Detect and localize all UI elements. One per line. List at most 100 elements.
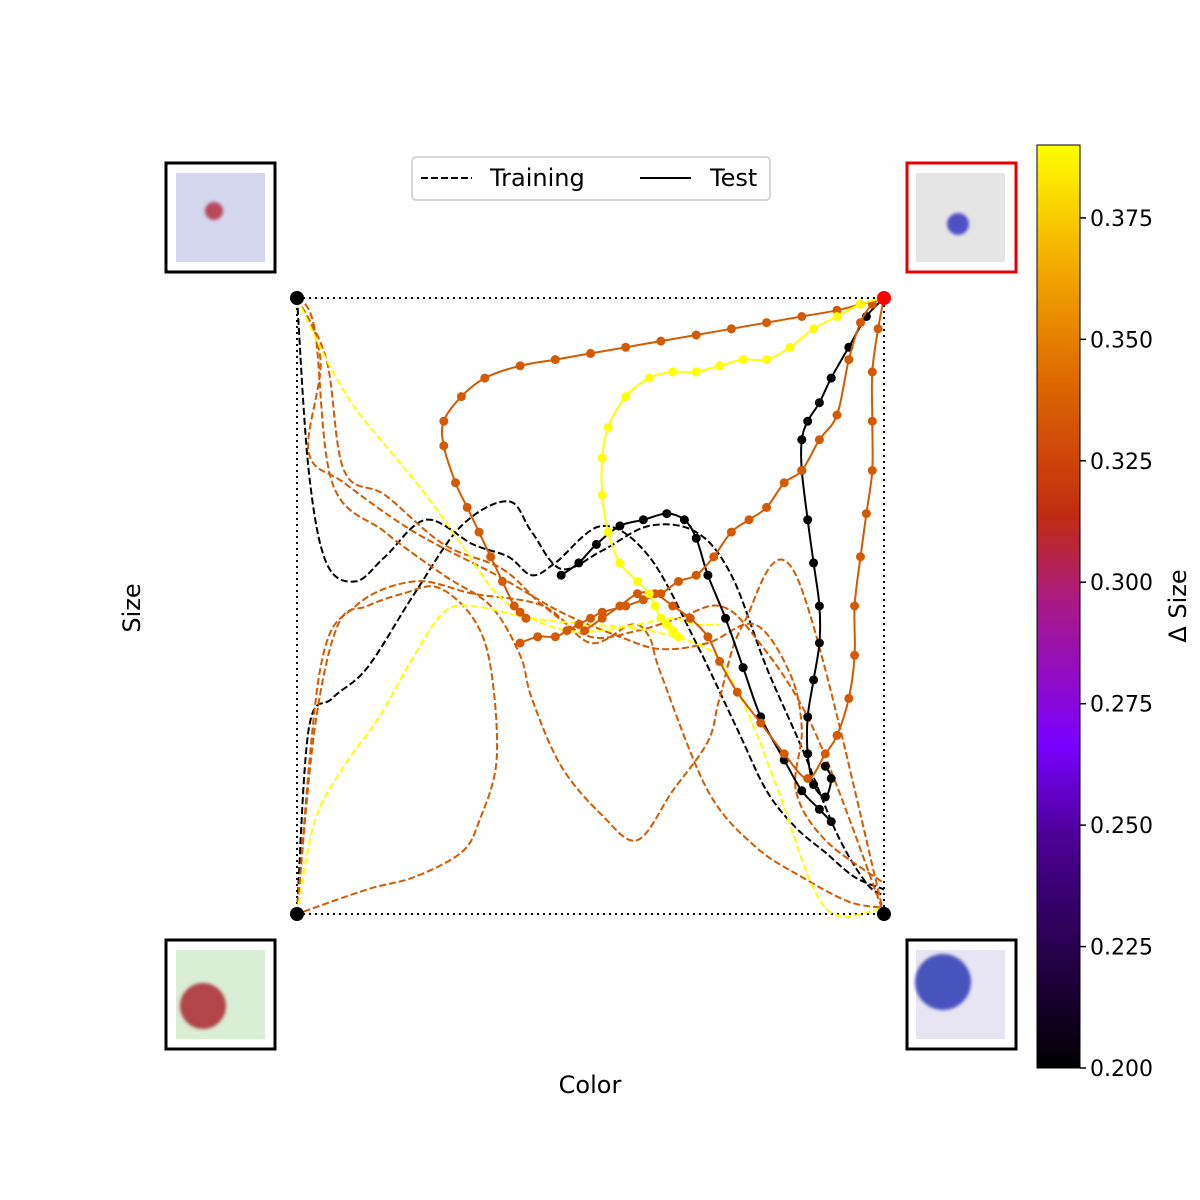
test-point-11-4 — [762, 318, 772, 328]
training-trajectory-6 — [296, 580, 885, 915]
test-point-12-19 — [574, 620, 584, 629]
test-point-13-16 — [715, 656, 725, 666]
test-point-9-11 — [814, 638, 824, 648]
test-point-9-5 — [803, 416, 813, 426]
colorbar-tick-label-6: 0.350 — [1090, 328, 1153, 353]
test-point-11-3 — [797, 312, 807, 321]
test-point-14-9 — [668, 367, 678, 377]
test-point-9-15 — [809, 780, 819, 790]
test-point-9-18 — [820, 761, 830, 771]
test-trajectory-10 — [560, 512, 832, 823]
test-point-11-5 — [726, 324, 736, 334]
test-point-13-7 — [850, 601, 860, 611]
test-point-10-10 — [738, 663, 748, 673]
training-trajectory-3 — [296, 297, 885, 915]
test-point-13-10 — [832, 730, 842, 740]
test-point-13-11 — [820, 749, 830, 759]
test-point-11-11 — [515, 361, 525, 371]
test-point-10-5 — [662, 509, 672, 519]
test-point-9-3 — [826, 373, 836, 383]
colorbar-tick-label-2: 0.250 — [1090, 814, 1153, 839]
corner-image-bottom-left — [164, 938, 277, 1051]
colorbar-tick-label-7: 0.375 — [1090, 207, 1153, 232]
test-point-11-2 — [832, 305, 842, 315]
test-point-13-21 — [633, 589, 642, 599]
test-point-12-22 — [533, 632, 543, 642]
test-point-13-19 — [668, 601, 678, 611]
test-point-13-8 — [850, 650, 860, 660]
test-point-12-3 — [844, 355, 854, 365]
test-point-13-23 — [597, 613, 607, 623]
test-point-9-13 — [803, 712, 813, 722]
test-point-11-17 — [462, 502, 472, 512]
corner-marker-bottom-left — [290, 907, 304, 921]
test-point-13-12 — [803, 774, 813, 783]
test-point-11-18 — [474, 527, 484, 537]
test-point-13-15 — [732, 687, 742, 697]
test-point-11-16 — [451, 478, 460, 488]
test-point-12-7 — [779, 478, 789, 488]
test-trajectory-13 — [584, 297, 885, 780]
test-point-14-1 — [856, 299, 865, 309]
test-point-13-13 — [779, 749, 789, 759]
test-point-9-16 — [820, 792, 830, 802]
y-axis-label: Size — [118, 583, 146, 632]
test-point-14-10 — [644, 373, 654, 383]
corner-image-bottom-right — [905, 938, 1018, 1051]
test-point-12-21 — [550, 632, 560, 642]
legend-test-label: Test — [709, 164, 757, 192]
test-point-10-8 — [703, 570, 713, 580]
test-point-14-12 — [603, 422, 613, 432]
colorbar-tick-label-1: 0.225 — [1090, 936, 1153, 961]
test-point-12-12 — [691, 570, 701, 580]
test-point-9-14 — [803, 749, 813, 759]
test-point-14-15 — [603, 527, 613, 537]
test-point-13-4 — [867, 466, 877, 475]
test-point-13-18 — [685, 613, 695, 623]
training-trajectory-1 — [296, 500, 885, 915]
test-point-13-24 — [580, 626, 590, 636]
test-point-14-8 — [691, 367, 701, 377]
test-point-14-21 — [662, 620, 672, 629]
test-point-12-23 — [515, 638, 525, 648]
test-point-13-3 — [867, 416, 877, 426]
test-point-12-6 — [797, 466, 807, 475]
training-trajectory-2 — [296, 297, 885, 885]
colorbar-label: Δ Size — [1164, 569, 1192, 642]
test-point-14-2 — [832, 312, 842, 321]
test-point-14-20 — [656, 613, 666, 623]
test-point-11-21 — [509, 601, 519, 611]
test-point-11-7 — [656, 336, 666, 346]
corner-image-top-right — [905, 161, 1018, 274]
test-point-14-14 — [597, 490, 607, 500]
test-point-13-1 — [873, 324, 883, 334]
training-trajectory-4 — [296, 297, 885, 915]
test-point-14-4 — [785, 342, 795, 352]
test-point-10-1 — [574, 558, 584, 568]
test-point-12-18 — [586, 613, 595, 623]
test-point-12-2 — [856, 318, 865, 328]
test-point-10-7 — [691, 533, 701, 543]
test-point-14-3 — [809, 324, 819, 334]
test-point-10-6 — [679, 515, 689, 525]
test-point-11-23 — [521, 613, 531, 623]
test-point-12-10 — [726, 527, 736, 537]
legend: Training Test — [411, 156, 771, 201]
test-point-9-9 — [809, 558, 819, 568]
test-point-10-4 — [638, 515, 648, 525]
test-point-14-23 — [674, 632, 683, 642]
training-trajectory-0 — [296, 297, 885, 891]
training-trajectory-5 — [296, 585, 499, 915]
colorbar — [1036, 144, 1081, 1069]
test-point-12-13 — [674, 576, 683, 586]
test-point-14-13 — [597, 453, 607, 463]
colorbar-tick-label-3: 0.275 — [1090, 693, 1153, 718]
test-point-13-5 — [861, 509, 871, 519]
test-point-12-11 — [709, 552, 719, 562]
test-point-10-0 — [556, 570, 566, 580]
training-trajectory-8 — [296, 604, 885, 918]
test-point-9-8 — [803, 515, 813, 525]
x-axis-label: Color — [559, 1071, 622, 1099]
test-point-9-12 — [809, 675, 819, 685]
